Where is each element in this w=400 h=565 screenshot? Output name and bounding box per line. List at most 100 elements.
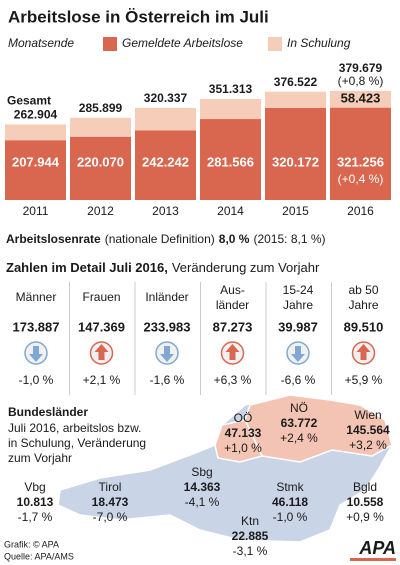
region-change: +1,0 % [224,441,262,455]
region-value: 47.133 [225,426,262,440]
bar-value-label: 58.423 [341,91,381,106]
detail-label: länder [216,298,249,312]
arrow-up [225,344,240,360]
detail-value: 233.983 [144,319,191,334]
detail-value: 89.510 [344,319,384,334]
x-tick-label: 2013 [152,204,179,218]
footer-source: Quelle: APA/AMS [4,551,74,561]
region-name: Sbg [191,465,212,479]
bar-value-label: 321.256 [337,154,384,169]
region-change: +2,4 % [280,431,318,445]
detail-label: Aus- [220,283,245,297]
footer-logo: APA [358,538,396,558]
bar-segment [70,136,131,200]
region-name: Tirol [99,480,122,494]
region-change: -4,1 % [185,495,220,509]
chart-title: Arbeitslose in Österreich im Juli [8,7,269,26]
region-change: -1,7 % [18,510,53,524]
detail-change: +2,1 % [83,373,121,387]
region-name: Bgld [353,480,377,494]
legend-swatch [103,37,117,51]
total-label: 351.313 [209,82,253,96]
region-change: -1,0 % [273,510,308,524]
legend-label: Gemeldete Arbeitslose [122,36,243,50]
arrow-up [94,344,109,360]
region-name: Wien [354,408,381,422]
arrow-down [29,346,43,362]
bar-change-label: (+0,4 %) [338,172,384,186]
bar-segment [200,119,261,200]
detail-label: 15-24 [283,283,314,297]
detail-change: -6,6 % [281,373,316,387]
bar-segment [70,117,131,137]
details-subtitle: Veränderung zum Vorjahr [172,260,320,275]
bar-segment [135,130,196,200]
total-label: 320.337 [144,91,188,105]
rate-previous: (2015: 8,1 %) [253,232,325,246]
region-value: 46.118 [272,495,308,509]
region-change: -3,1 % [233,544,268,558]
region-change: +3,2 % [349,438,387,452]
detail-value: 173.887 [13,319,60,334]
detail-label: Inländer [145,290,188,304]
rate-line: Arbeitslosenrate (nationale Definition) 8,… [6,232,326,246]
region-change: -7,0 % [93,510,128,524]
details-heading: Zahlen im Detail Juli 2016, Veränderung z… [6,260,320,275]
detail-change: +5,9 % [345,373,383,387]
regions-description: in Schulung, Veränderung [8,436,146,450]
region-name: Vbg [24,480,45,494]
bar-segment [5,140,66,200]
detail-value: 147.369 [78,319,125,334]
total-label: 285.899 [79,101,123,115]
legend-swatch [268,37,282,51]
legend-label: In Schulung [287,36,351,50]
bar-value-label: 242.242 [142,154,189,169]
map-east [244,394,393,463]
detail-label: Jahre [348,298,378,312]
bar-segment [265,107,326,200]
x-tick-label: 2011 [23,204,49,218]
detail-change: -1,6 % [150,373,185,387]
bar-segment [330,90,391,108]
detail-change: +6,3 % [214,373,252,387]
chart-subtitle: Monatsende [8,36,74,50]
region-name: Stmk [276,480,304,494]
bar-segment [200,98,261,120]
bar-value-label: 220.070 [77,154,124,169]
region-name: OÖ [234,411,253,425]
bar-segment [135,107,196,131]
region-change: +0,9 % [346,510,384,524]
rate-definition: (nationale Definition) [105,232,215,246]
logo-bar [350,558,396,561]
regions-description: Juli 2016, arbeitslos bzw. [8,421,141,435]
details-title: Zahlen im Detail Juli 2016, [6,260,168,275]
map-oberoesterreich [214,419,264,463]
x-tick-label: 2012 [87,204,114,218]
footer-credit: Grafik: © APA [4,539,59,549]
arrow-up [356,344,371,360]
bar-segment [330,107,391,200]
x-tick-label: 2016 [347,204,374,218]
detail-value: 39.987 [278,319,318,334]
region-value: 145.564 [346,423,390,437]
bar-value-label: 281.566 [207,154,254,169]
arrow-down [291,346,305,362]
detail-label: Männer [16,290,57,304]
rate-value: 8,0 % [219,232,250,246]
total-title: Gesamt [7,94,51,108]
region-value: 14.363 [184,480,221,494]
region-value: 63.772 [281,416,318,430]
arrow-down [160,346,174,362]
regions-description: zum Vorjahr [8,451,72,465]
detail-label: Frauen [82,290,120,304]
region-value: 22.885 [232,529,269,543]
region-name: Ktn [241,514,259,528]
region-name: NÖ [290,401,308,415]
bar-value-label: 207.944 [12,154,60,169]
region-value: 18.473 [92,495,129,509]
detail-label: ab 50 [348,283,378,297]
x-tick-label: 2014 [217,204,244,218]
bar-segment [265,91,326,108]
rate-label: Arbeitslosenrate [6,232,101,246]
